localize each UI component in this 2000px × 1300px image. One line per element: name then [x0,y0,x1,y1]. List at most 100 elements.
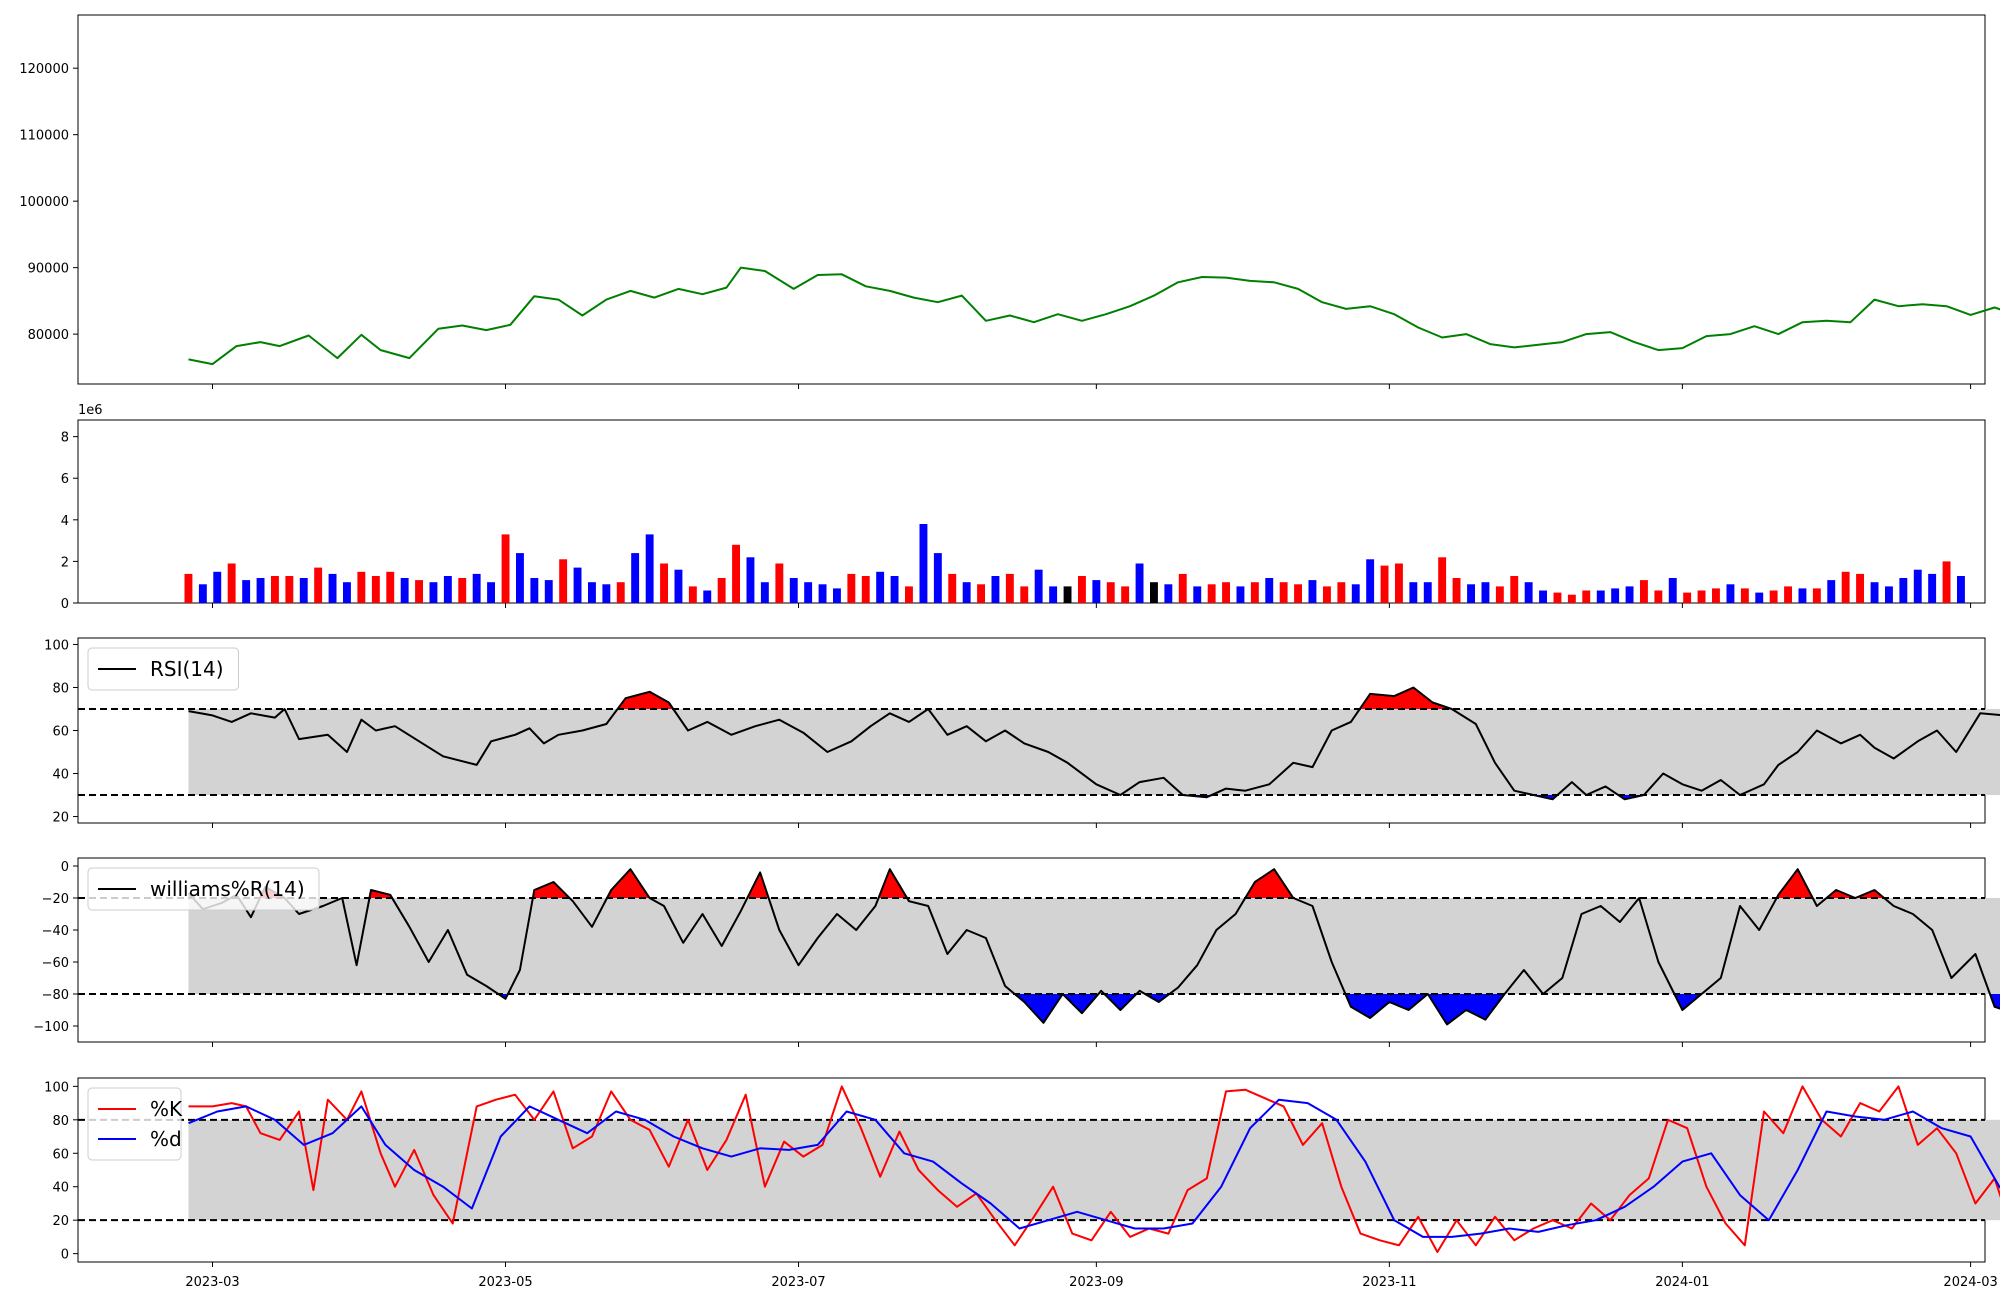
y-tick-label: 60 [52,1147,69,1162]
volume-bar [991,576,1000,603]
volume-bar [227,563,236,603]
volume-bar [1351,584,1360,603]
volume-bar [1020,586,1029,603]
legend-label: williams%R(14) [150,877,305,901]
volume-bar [1539,590,1547,603]
volume-bar [1452,578,1461,603]
volume-bar [1250,582,1259,603]
volume-bar [1596,590,1605,603]
volume-bar [573,567,582,603]
volume-bar [818,584,827,603]
volume-bar [1106,582,1115,603]
volume-bar [631,553,640,603]
volume-bar [1726,584,1735,603]
volume-bar [1899,578,1908,603]
x-tick-label: 2023-07 [771,1275,825,1290]
y-tick-label: 6 [61,472,69,487]
band-fill [188,708,2000,796]
volume-bar [429,582,438,603]
y-tick-label: 0 [61,1248,69,1263]
volume-bar [1654,590,1663,603]
volume-bar [1913,569,1922,603]
series-line [188,1098,2000,1238]
volume-bar [1712,588,1720,603]
volume-bar [1784,586,1792,603]
volume-bar [876,571,885,603]
y-tick-label: 2 [61,555,69,570]
rsi-panel: 20 40 60 80 100 RSI(14) [44,637,2000,828]
volume-bar [487,582,495,603]
y-tick-label: −20 [42,892,69,907]
volume-bar [544,580,553,603]
volume-bar [775,563,784,603]
volume-bar [1150,582,1158,603]
volume-bar [1841,571,1850,603]
y-tick-label: 90000 [28,262,69,277]
y-tick-label: −80 [42,988,69,1003]
volume-bar [1769,590,1778,603]
volume-bar [1640,580,1648,603]
volume-bar [746,557,755,604]
volume-bar [905,586,913,603]
volume-bar [1034,569,1043,603]
series-line [188,1085,2000,1253]
legend-label: RSI(14) [150,657,224,681]
volume-bar [645,534,654,603]
y-tick-label: 100 [44,638,69,653]
volume-bar [1222,582,1230,603]
volume-bar [1178,573,1187,603]
volume-bar [789,578,798,603]
volume-bar [1942,561,1951,603]
volume-bar [847,573,856,603]
volume-bar [285,576,294,603]
volume-bar [343,582,351,603]
volume-bar [1193,586,1202,603]
band-fill [188,898,2000,994]
y-tick-label: 8 [61,431,69,446]
volume-bar [1611,588,1620,603]
volume-bar [1553,592,1562,603]
y-tick-label: −40 [42,924,69,939]
y-tick-label: 4 [61,514,69,529]
plot-frame [77,419,1986,604]
volume-bar [328,573,337,603]
volume-bar [1481,582,1490,603]
williams-panel: −100 −80 −60 −40 −20 0 williams%R(14) [33,857,2000,1047]
y-tick-label: 120000 [19,62,69,77]
volume-bar [1423,582,1432,603]
volume-bar [588,582,596,603]
volume-bar [833,588,841,603]
overbought-fill [1359,687,1452,709]
volume-bar [919,524,928,603]
x-axis: 2023-03 2023-05 2023-07 2023-09 2023-11 2024-… [185,1275,1997,1290]
y-tick-label: 0 [61,860,69,875]
volume-bar [1294,584,1302,603]
legend-box [87,867,320,911]
volume-bar [1697,590,1706,603]
oversold-fill [1104,994,1137,1010]
volume-bar [688,586,697,603]
volume-bar [1063,586,1072,603]
overbought-fill [532,882,570,898]
x-tick-label: 2023-09 [1069,1275,1123,1290]
volume-bar [1395,563,1403,603]
volume-bar [1005,573,1014,603]
volume-bar [674,569,683,603]
x-tick-label: 2023-05 [478,1275,532,1290]
overbought-fill [1776,869,1813,898]
volume-bar [371,576,380,603]
volume-bar [256,578,265,603]
volume-bar [948,573,957,603]
volume-bar [977,584,985,603]
volume-bar [760,582,769,603]
volume-bar [703,590,712,603]
legend-box [87,1087,182,1161]
volume-bar [1928,573,1937,603]
volume-bar [1164,584,1173,603]
band-fill [188,1119,2000,1221]
volume-bar [1467,584,1475,603]
y-tick-label: −60 [42,956,69,971]
series-line [188,686,2000,801]
volume-bar [213,571,222,603]
